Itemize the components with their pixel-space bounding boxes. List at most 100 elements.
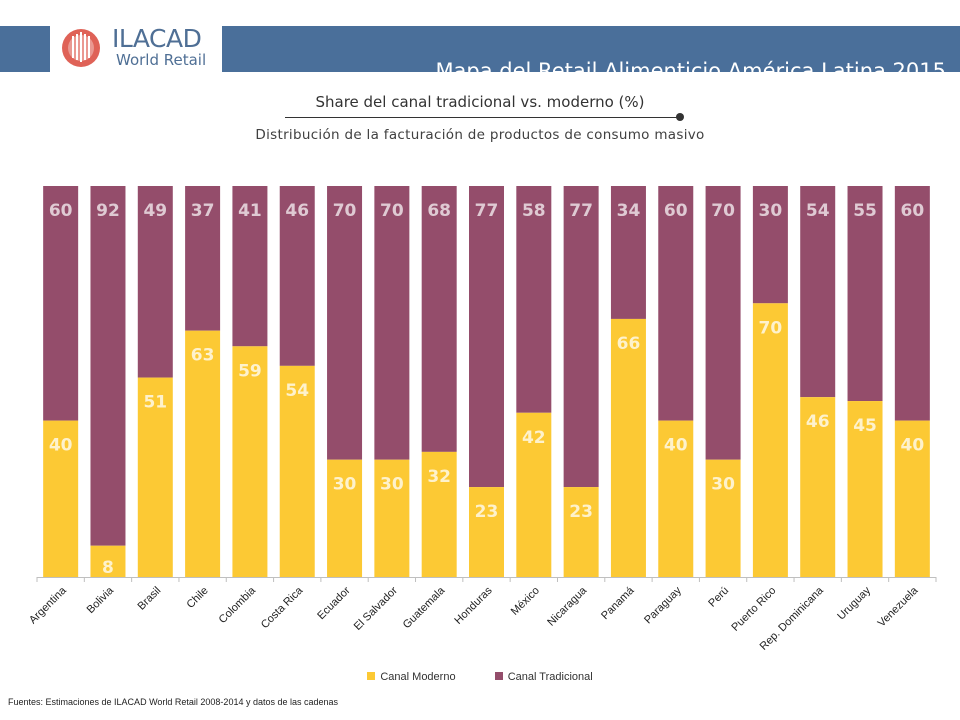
bar-traditional [847, 186, 883, 402]
top-strip [0, 0, 960, 26]
bar-modern [469, 487, 504, 577]
x-tick-label: México [509, 585, 542, 618]
data-label-modern: 46 [806, 412, 830, 432]
header-title: Mapa del Retail Alimenticio América Lati… [435, 59, 946, 83]
bar-modern [563, 487, 599, 577]
bar-traditional [279, 186, 315, 366]
data-label-traditional: 54 [806, 201, 830, 221]
bar-traditional [705, 186, 741, 460]
bar-modern [90, 545, 126, 577]
data-label-modern: 42 [522, 428, 546, 448]
bar-modern [610, 318, 646, 577]
x-tick-label: Ecuador [315, 584, 353, 622]
title-underline [285, 117, 679, 118]
bar-modern [185, 330, 221, 577]
bar-traditional [610, 186, 646, 319]
x-tick-label: Colombia [217, 584, 259, 626]
data-label-modern: 66 [617, 334, 641, 354]
bar-modern [43, 420, 79, 577]
x-tick-label: El Salvador [352, 584, 400, 632]
data-label-traditional: 30 [759, 201, 783, 221]
bar-traditional [185, 186, 221, 331]
data-label-traditional: 70 [333, 201, 357, 221]
x-tick-label: Bolivia [85, 584, 117, 616]
bar-modern [279, 365, 315, 577]
legend-swatch-traditional [494, 672, 503, 680]
bar-modern [137, 377, 173, 577]
x-tick-label: Guatemala [401, 584, 448, 631]
legend: Canal Moderno Canal Tradicional [0, 671, 960, 683]
bar-traditional [516, 186, 552, 413]
data-label-modern: 63 [191, 346, 215, 366]
x-tick-label: Brasil [135, 585, 163, 613]
data-label-modern: 30 [333, 475, 357, 495]
data-label-modern: 54 [285, 381, 309, 401]
bar-modern [847, 401, 883, 577]
source-note: Fuentes: Estimaciones de ILACAD World Re… [8, 697, 339, 707]
bar-modern [705, 459, 741, 577]
data-label-traditional: 92 [96, 201, 120, 221]
bar-traditional [374, 186, 410, 460]
legend-label-traditional: Canal Tradicional [507, 671, 593, 683]
data-label-modern: 30 [711, 475, 735, 495]
data-label-traditional: 58 [522, 201, 546, 221]
bar-traditional [232, 186, 268, 347]
bar-traditional [752, 186, 788, 304]
data-label-traditional: 46 [285, 201, 309, 221]
bar-modern [232, 346, 268, 577]
data-label-modern: 40 [49, 436, 73, 456]
data-label-modern: 40 [664, 436, 688, 456]
legend-item-modern: Canal Moderno [367, 671, 456, 683]
chart-subtitle: Distribución de la facturación de produc… [255, 127, 705, 143]
bar-modern [658, 420, 694, 577]
x-tick-label: Puerto Rico [729, 585, 778, 634]
bar-traditional [469, 186, 504, 488]
data-label-modern: 23 [569, 502, 593, 522]
bar-traditional [43, 186, 79, 421]
logo-emblem-icon [62, 29, 100, 67]
data-label-modern: 32 [427, 467, 451, 487]
logo: ILACAD World Retail [50, 22, 222, 74]
data-label-traditional: 41 [238, 201, 262, 221]
x-tick-label: Honduras [452, 584, 495, 627]
x-tick-label: Costa Rica [259, 584, 306, 631]
legend-item-traditional: Canal Tradicional [494, 671, 593, 683]
data-label-traditional: 70 [711, 201, 735, 221]
data-label-modern: 40 [901, 436, 925, 456]
logo-subtitle: World Retail [116, 51, 207, 69]
data-label-modern: 51 [143, 393, 167, 413]
title-dot [676, 113, 684, 121]
logo-name: ILACAD [112, 24, 202, 53]
bar-modern [752, 303, 788, 577]
data-label-traditional: 49 [143, 201, 167, 221]
stacked-bar-chart: 60 40 Argentina 92 8 Bolivia 49 51 Brasil 37 63 Chi… [27, 186, 937, 653]
x-tick-label: Perú [706, 585, 731, 610]
bar-modern [327, 459, 363, 577]
data-label-traditional: 60 [901, 201, 925, 221]
data-label-traditional: 37 [191, 201, 215, 221]
data-label-traditional: 68 [427, 201, 451, 221]
legend-label-modern: Canal Moderno [380, 671, 456, 683]
legend-swatch-modern [367, 672, 376, 680]
data-label-traditional: 55 [853, 201, 877, 221]
x-tick-label: Nicaragua [545, 584, 590, 629]
bar-traditional [421, 186, 457, 452]
bar-traditional [658, 186, 694, 421]
chart-title: Share del canal tradicional vs. moderno … [315, 93, 645, 111]
x-tick-label: Chile [185, 585, 211, 611]
data-label-modern: 8 [102, 558, 114, 578]
x-tick-label: Uruguay [835, 584, 873, 622]
data-label-traditional: 77 [569, 201, 593, 221]
data-label-traditional: 77 [475, 201, 499, 221]
bar-traditional [137, 186, 173, 378]
bar-traditional [800, 186, 836, 398]
x-tick-label: Venezuela [876, 584, 921, 629]
data-label-modern: 70 [759, 318, 783, 338]
bar-traditional [563, 186, 599, 488]
data-label-traditional: 60 [664, 201, 688, 221]
bar-modern [800, 397, 836, 577]
data-label-modern: 23 [475, 502, 499, 522]
bar-traditional [90, 186, 126, 546]
x-tick-label: Argentina [27, 584, 69, 626]
data-label-traditional: 60 [49, 201, 73, 221]
